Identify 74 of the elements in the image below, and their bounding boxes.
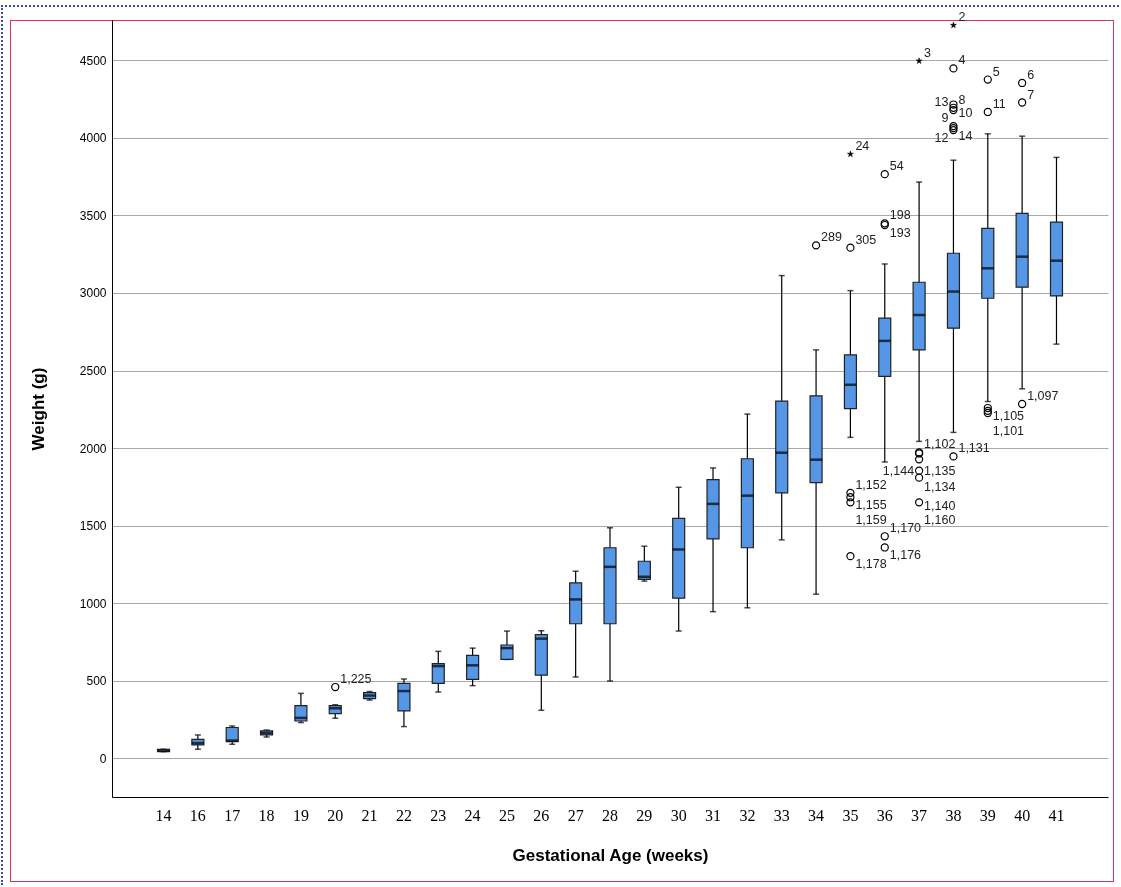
annotation: 8 — [958, 92, 966, 107]
annotation: 1,152 — [855, 477, 887, 492]
x-tick-label: 16 — [189, 806, 206, 824]
annotation: 289 — [821, 230, 842, 245]
y-tick-label: 1500 — [79, 519, 107, 534]
x-tick-label: 20 — [327, 806, 344, 824]
x-tick-label: 19 — [292, 806, 309, 824]
x-tick-label: 25 — [498, 806, 515, 824]
y-tick-label: 3000 — [79, 286, 107, 301]
x-tick-label: 31 — [705, 806, 722, 824]
annotation: 1,144 — [882, 463, 915, 478]
x-tick-label: 38 — [945, 806, 962, 824]
annotation: 4 — [958, 53, 966, 68]
x-tick-label: 36 — [876, 806, 893, 824]
annotation: 1,160 — [924, 513, 956, 528]
x-tick-label: 33 — [773, 806, 790, 824]
annotation: 1,101 — [992, 424, 1025, 438]
x-tick-label: 24 — [464, 806, 481, 824]
x-tick-label: 30 — [670, 806, 687, 824]
annotation: 1,155 — [855, 498, 887, 513]
annotation: 1,135 — [924, 464, 956, 479]
x-tick-label: 34 — [808, 806, 825, 824]
annotation: 1,170 — [889, 521, 922, 536]
y-tick-label: 4500 — [79, 53, 107, 68]
annotation: 14 — [958, 129, 973, 144]
annotation: 24 — [855, 139, 870, 154]
x-tick-label: 22 — [395, 806, 412, 824]
x-tick-label: 27 — [567, 806, 584, 824]
x-tick-label: 40 — [1014, 806, 1031, 824]
annotation: 7 — [1027, 87, 1035, 102]
y-tick-label: 500 — [86, 674, 107, 689]
x-tick-label: 26 — [533, 806, 550, 824]
annotation: 1,140 — [924, 498, 956, 513]
annotation: 1,225 — [340, 672, 372, 687]
annotation: 9 — [941, 111, 949, 126]
annotation: 3 — [924, 45, 932, 60]
annotation: 5 — [992, 64, 1000, 79]
y-tick-label: 3500 — [79, 208, 107, 223]
annotation: 193 — [889, 226, 911, 241]
x-tick-label: 35 — [842, 806, 859, 824]
annotation: 1,176 — [889, 548, 922, 563]
annotation: 13 — [934, 95, 949, 110]
x-tick-label: 39 — [979, 806, 996, 824]
annotation: 1,105 — [992, 409, 1025, 424]
annotation: 1,178 — [855, 557, 887, 572]
x-tick-label: 21 — [361, 806, 378, 824]
annotation: 1,159 — [855, 513, 887, 528]
x-tick-label: 29 — [636, 806, 653, 824]
annotation: 305 — [855, 232, 877, 247]
x-tick-label: 17 — [224, 806, 241, 824]
y-tick-label: 2500 — [79, 364, 107, 378]
annotation: 1,097 — [1027, 389, 1059, 403]
annotation: 1,131 — [958, 441, 990, 456]
annotation: 1,134 — [924, 480, 956, 495]
x-tick-label: 14 — [155, 806, 172, 824]
annotation: 6 — [1027, 67, 1035, 82]
x-tick-label: 32 — [739, 806, 756, 824]
annotation: 11 — [992, 96, 1006, 111]
annotation: 12 — [934, 131, 949, 146]
x-tick-label: 41 — [1048, 806, 1065, 824]
annotation: 10 — [958, 105, 973, 120]
y-tick-label: 0 — [99, 751, 107, 766]
x-tick-label: 23 — [430, 806, 447, 824]
y-tick-label: 2000 — [79, 441, 107, 456]
annotation: 1,102 — [924, 437, 956, 452]
annotation: 54 — [889, 159, 904, 174]
y-tick-label: 4000 — [79, 131, 107, 146]
x-tick-label: 28 — [602, 806, 618, 824]
x-tick-label: 18 — [258, 806, 275, 824]
y-axis-title: Weight (g) — [28, 367, 48, 451]
annotation: 198 — [889, 208, 911, 223]
x-axis-title: Gestational Age (weeks) — [512, 845, 709, 865]
y-tick-label: 1000 — [79, 596, 107, 611]
x-tick-label: 37 — [911, 806, 928, 824]
